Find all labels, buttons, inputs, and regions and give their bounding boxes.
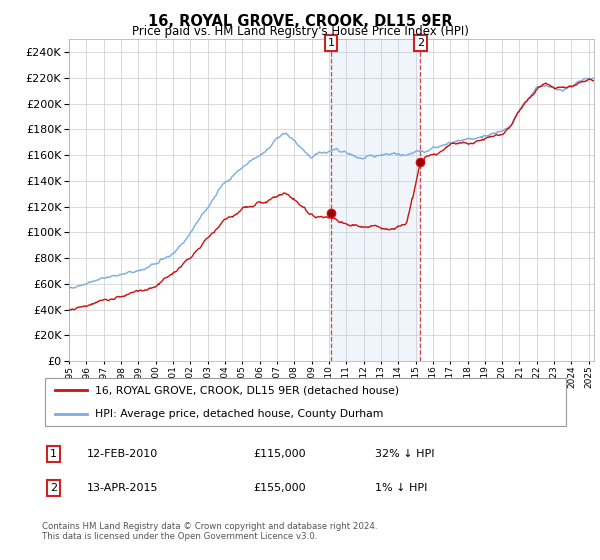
Text: 32% ↓ HPI: 32% ↓ HPI: [374, 449, 434, 459]
Text: 1: 1: [328, 38, 334, 48]
Text: 2: 2: [50, 483, 57, 493]
Text: 1: 1: [50, 449, 57, 459]
Text: 16, ROYAL GROVE, CROOK, DL15 9ER: 16, ROYAL GROVE, CROOK, DL15 9ER: [148, 14, 452, 29]
FancyBboxPatch shape: [44, 379, 566, 426]
Bar: [331, 39, 421, 361]
Text: 16, ROYAL GROVE, CROOK, DL15 9ER (detached house): 16, ROYAL GROVE, CROOK, DL15 9ER (detach…: [95, 385, 399, 395]
Text: HPI: Average price, detached house, County Durham: HPI: Average price, detached house, Coun…: [95, 409, 383, 419]
Text: £115,000: £115,000: [253, 449, 306, 459]
Text: £155,000: £155,000: [253, 483, 306, 493]
Text: Price paid vs. HM Land Registry's House Price Index (HPI): Price paid vs. HM Land Registry's House …: [131, 25, 469, 38]
Text: Contains HM Land Registry data © Crown copyright and database right 2024.
This d: Contains HM Land Registry data © Crown c…: [42, 522, 377, 542]
Text: 1% ↓ HPI: 1% ↓ HPI: [374, 483, 427, 493]
Text: 2: 2: [417, 38, 424, 48]
Text: 12-FEB-2010: 12-FEB-2010: [87, 449, 158, 459]
Text: 13-APR-2015: 13-APR-2015: [87, 483, 158, 493]
